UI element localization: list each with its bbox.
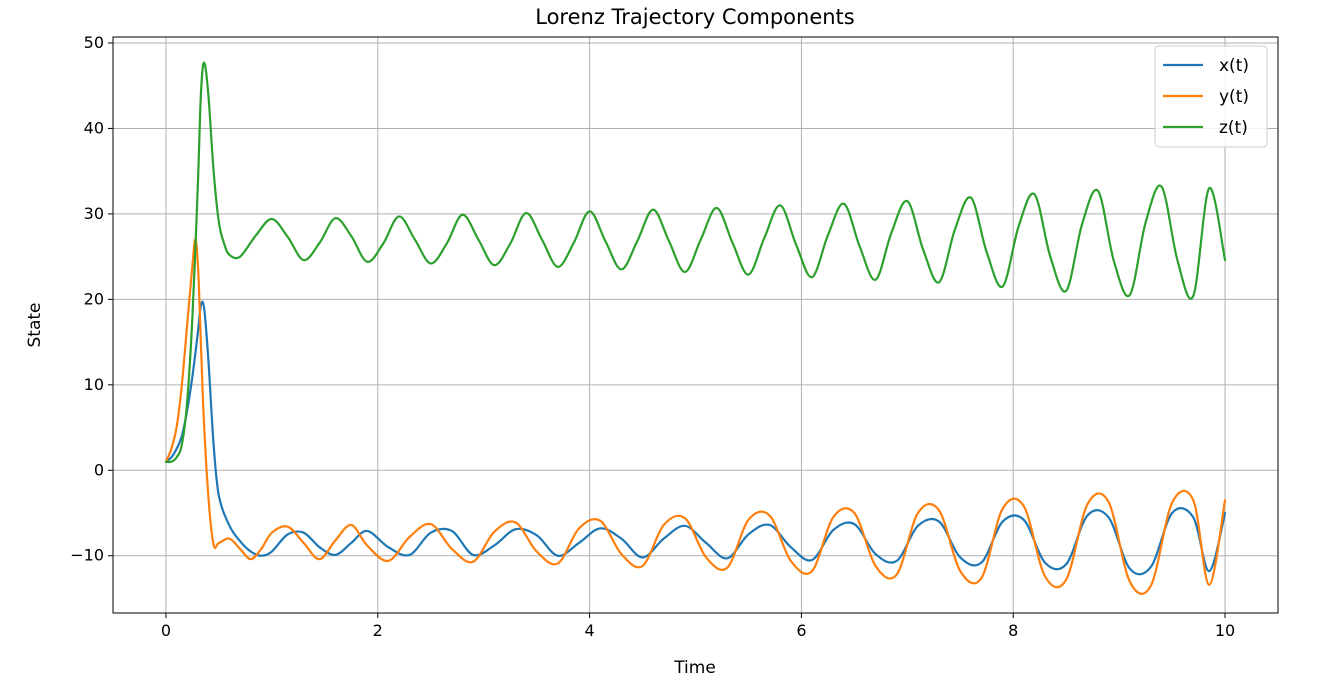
y-tick-label: 0 (94, 460, 104, 479)
x-axis-label: Time (673, 658, 716, 678)
y-tick-label: 30 (84, 204, 104, 223)
x-tick-label: 4 (584, 621, 594, 640)
series-line-z(t) (164, 61, 1227, 464)
x-tick-label: 0 (161, 621, 171, 640)
plot-frame (112, 36, 1279, 614)
y-tick-label: −10 (70, 546, 104, 565)
chart-title: Lorenz Trajectory Components (535, 5, 855, 29)
series-line-x(t) (164, 300, 1227, 576)
y-tick-label: 10 (84, 375, 104, 394)
x-axis-ticks: 0 2 4 6 8 10 (161, 613, 1235, 640)
legend: x(t) y(t) z(t) (1154, 45, 1268, 148)
x-tick-label: 6 (796, 621, 806, 640)
x-tick-label: 8 (1008, 621, 1018, 640)
y-tick-label: 20 (84, 289, 104, 308)
legend-label: y(t) (1219, 87, 1249, 107)
legend-label: z(t) (1219, 118, 1248, 138)
y-axis-ticks: −10 0 10 20 30 40 50 (70, 33, 113, 565)
y-tick-label: 40 (84, 118, 104, 137)
series-line-y(t) (164, 238, 1227, 595)
legend-box (1154, 45, 1268, 148)
series-lines (164, 61, 1227, 595)
x-tick-label: 2 (373, 621, 383, 640)
y-axis-label: State (25, 303, 45, 348)
y-tick-label: 50 (84, 33, 104, 52)
legend-label: x(t) (1219, 56, 1249, 76)
x-tick-label: 10 (1215, 621, 1235, 640)
